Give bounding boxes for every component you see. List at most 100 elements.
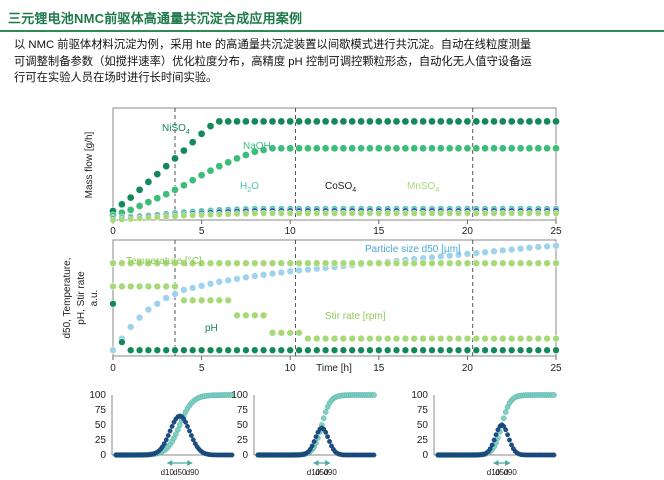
data-point [348, 209, 356, 217]
data-point [135, 282, 144, 291]
data-point [472, 209, 480, 217]
data-point [507, 117, 516, 126]
data-point [428, 334, 436, 343]
page-title: 三元锂电池NMC前驱体高通量共沉淀合成应用案例 [8, 11, 303, 26]
data-point [321, 346, 330, 354]
data-point [374, 117, 383, 126]
data-point [357, 259, 365, 267]
data-point [135, 185, 144, 194]
data-point [188, 433, 194, 438]
data-point [322, 409, 329, 415]
data-point [498, 144, 507, 153]
data-point [371, 392, 377, 398]
data-point [313, 346, 321, 354]
data-point [384, 334, 392, 343]
data-point [323, 429, 329, 435]
data-point [135, 346, 144, 354]
data-point [268, 117, 277, 126]
data-point [508, 209, 516, 217]
data-point [436, 144, 445, 153]
arrow-head [187, 460, 193, 466]
data-point [304, 265, 312, 274]
data-point [543, 242, 551, 251]
data-point [490, 144, 498, 153]
data-point [507, 144, 516, 153]
data-point [463, 259, 472, 267]
data-point [135, 202, 144, 210]
data-point [224, 276, 232, 284]
series-naoh [109, 144, 560, 220]
data-point [153, 300, 161, 308]
data-point [189, 284, 197, 292]
data-point [446, 259, 454, 267]
data-point [330, 334, 339, 343]
psd-x-label: d10 [487, 468, 501, 477]
data-point [357, 209, 365, 217]
data-point [454, 259, 463, 267]
data-point [489, 442, 495, 448]
data-point [375, 346, 383, 354]
data-point [259, 346, 268, 354]
data-point [233, 210, 241, 218]
series-stir [109, 282, 560, 343]
data-point [268, 144, 277, 153]
data-point [534, 243, 542, 251]
data-point [242, 151, 250, 159]
data-point [348, 346, 356, 354]
data-point [224, 346, 232, 354]
data-point [516, 334, 525, 343]
data-point [304, 334, 312, 343]
data-point [144, 305, 153, 314]
data-point [348, 117, 357, 126]
x-tick-label: 5 [199, 226, 205, 237]
data-point [446, 346, 454, 354]
data-point [321, 117, 330, 126]
data-point [525, 259, 534, 267]
series-label: NaOH [243, 141, 271, 152]
data-point [183, 419, 189, 425]
data-point [171, 282, 179, 291]
data-point [366, 259, 374, 267]
y-tick-label: 100 [89, 390, 106, 401]
data-point [313, 334, 321, 343]
data-point [295, 117, 303, 126]
cumulative-curve [255, 392, 377, 458]
x-tick-label: 25 [550, 226, 562, 237]
data-point [516, 259, 525, 267]
data-point [437, 209, 445, 217]
psd-x-label: d50 [315, 468, 329, 477]
x-tick-label: 25 [550, 363, 562, 374]
data-point [339, 209, 347, 217]
data-point [445, 144, 454, 153]
data-point [543, 117, 551, 126]
data-point [401, 209, 409, 217]
data-point [543, 209, 551, 217]
data-point [499, 209, 507, 217]
data-point [410, 334, 418, 343]
data-point [268, 259, 277, 267]
data-point [171, 290, 179, 298]
data-point [189, 346, 197, 354]
data-point [162, 346, 170, 354]
data-point [419, 117, 427, 126]
data-point [295, 329, 303, 337]
y-tick-label: 50 [417, 420, 429, 431]
data-point [127, 215, 135, 223]
data-point [153, 194, 162, 203]
data-point [454, 251, 463, 259]
data-point [454, 346, 463, 354]
data-point [357, 346, 365, 354]
data-point [490, 209, 498, 217]
data-point [428, 259, 436, 267]
data-point [505, 432, 510, 438]
data-point [189, 259, 197, 267]
data-point [206, 122, 215, 130]
data-point [525, 209, 533, 217]
chart-frame [112, 239, 557, 357]
data-point [366, 209, 374, 217]
data-point [463, 250, 472, 258]
data-point [525, 334, 534, 343]
data-point [242, 117, 250, 126]
